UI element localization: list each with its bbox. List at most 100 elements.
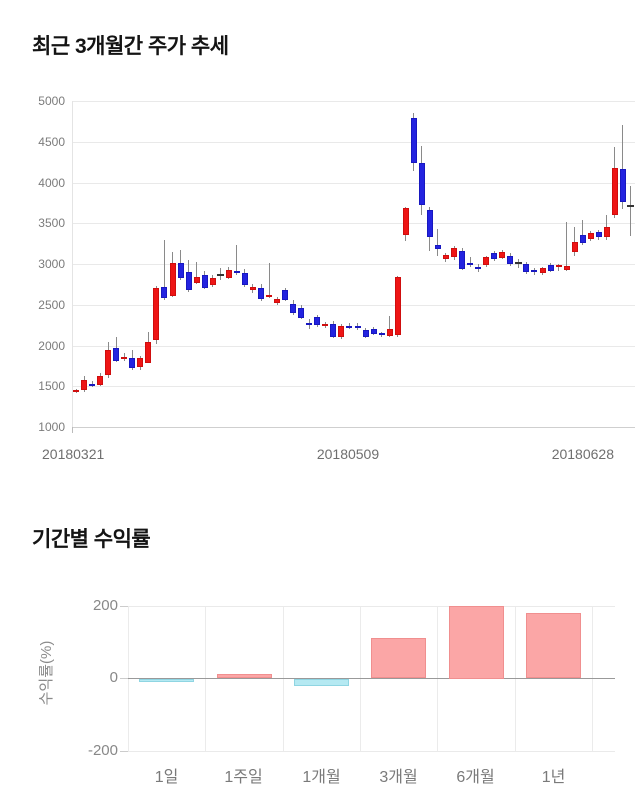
candle-down (282, 290, 289, 300)
candle-up (442, 255, 449, 260)
candle-wick (469, 257, 471, 268)
candle-up (137, 358, 144, 368)
candle-down (185, 272, 192, 291)
y-axis-tick-label: 5000 (38, 94, 65, 108)
candle-down (354, 325, 361, 328)
candle-up (274, 298, 281, 303)
y-gridline (72, 427, 635, 428)
candle-wick (220, 267, 222, 281)
candle-down (177, 263, 184, 278)
candle-up (81, 379, 88, 390)
x-axis-tick-label: 20180509 (316, 446, 380, 462)
y-axis-tick-label: -200 (87, 742, 118, 759)
candle-down (201, 275, 208, 289)
period-returns-bar-chart: 200 0 -200 1일 1주일 1개월 3개월 6개월 1년 수익률(%) (0, 585, 640, 805)
candle-up (587, 233, 594, 239)
candle-down (362, 330, 369, 337)
y-gridline (72, 264, 635, 265)
y-axis-title: 수익률(%) (38, 640, 55, 706)
candle-down (410, 118, 417, 163)
y-gridline (72, 101, 635, 102)
y-gridline (72, 223, 635, 224)
candle-up (225, 270, 232, 278)
y-axis-tick-label: 2000 (38, 339, 65, 353)
candle-down (459, 250, 466, 269)
candle-down (290, 304, 297, 313)
candle-down (619, 168, 626, 203)
candle-wick (236, 244, 238, 275)
x-axis-category-label: 3개월 (379, 769, 418, 786)
x-axis-tick-label: 20180628 (551, 446, 614, 462)
candle-down (370, 329, 377, 335)
y-axis-tick-label: 1000 (38, 420, 65, 434)
candle-down (298, 308, 305, 318)
return-bar-6개월 (449, 606, 504, 679)
candle-wick (630, 185, 632, 237)
candle-up (555, 265, 562, 268)
y-axis-tick-label: 4500 (38, 135, 65, 149)
y-axis-tick-mark (120, 606, 128, 607)
x-axis-category-label: 1개월 (302, 769, 341, 786)
candle-down (434, 245, 441, 250)
candle-down (129, 358, 136, 368)
candle-up (571, 241, 578, 252)
candle-down (418, 162, 425, 205)
y-axis-tick-mark (120, 751, 128, 752)
return-bar-1개월 (294, 679, 349, 686)
x-axis-category-label: 1일 (154, 769, 179, 786)
candle-wick (622, 125, 624, 210)
candle-up (386, 329, 393, 336)
bar-gridline-horizontal (128, 606, 615, 607)
return-bar-1일 (139, 679, 194, 682)
x-axis-tick-mark (72, 427, 73, 433)
candle-up (121, 356, 128, 359)
return-bar-1년 (526, 613, 581, 678)
y-gridline (72, 142, 635, 143)
return-bar-1주일 (217, 674, 272, 678)
candle-up (402, 207, 409, 235)
candle-up (451, 248, 458, 257)
zero-axis-line (122, 678, 615, 679)
candle-down (89, 383, 96, 386)
candle-up (145, 342, 152, 363)
candle-down (161, 286, 168, 299)
candle-down (378, 333, 385, 336)
candle-wick (566, 222, 568, 272)
candle-down (306, 322, 313, 325)
candle-wick (196, 261, 198, 285)
candle-down (113, 347, 120, 361)
candle-down (426, 210, 433, 238)
candle-down (241, 272, 248, 286)
candle-down (314, 316, 321, 325)
y-axis-tick-label: 2500 (38, 298, 65, 312)
candle-down (475, 266, 482, 269)
candle-up (105, 349, 112, 375)
candle-doji (627, 205, 635, 208)
candle-down (258, 288, 264, 299)
candle-up (153, 288, 160, 340)
y-axis-line (72, 101, 73, 427)
y-axis-tick-label: 200 (92, 597, 118, 614)
candle-down (346, 325, 353, 328)
candle-wick (268, 263, 270, 299)
return-bar-3개월 (371, 638, 426, 678)
y-axis-tick-label: 0 (109, 669, 118, 686)
candle-up (169, 263, 176, 296)
candle-up (394, 277, 401, 335)
y-gridline (72, 386, 635, 387)
candle-up (322, 324, 329, 327)
y-axis-tick-mark (120, 678, 128, 679)
candle-down (595, 232, 602, 238)
candle-up (338, 325, 345, 337)
y-gridline (72, 183, 635, 184)
returns-chart-title: 기간별 수익률 (32, 528, 151, 551)
candle-wick (574, 226, 576, 256)
candle-down (523, 264, 530, 273)
candle-wick (437, 228, 439, 256)
y-axis-tick-label: 3500 (38, 216, 65, 230)
candle-up (266, 295, 273, 298)
candle-wick (163, 240, 165, 300)
candle-up (73, 390, 80, 393)
candle-wick (389, 316, 391, 338)
candle-down (467, 263, 474, 266)
